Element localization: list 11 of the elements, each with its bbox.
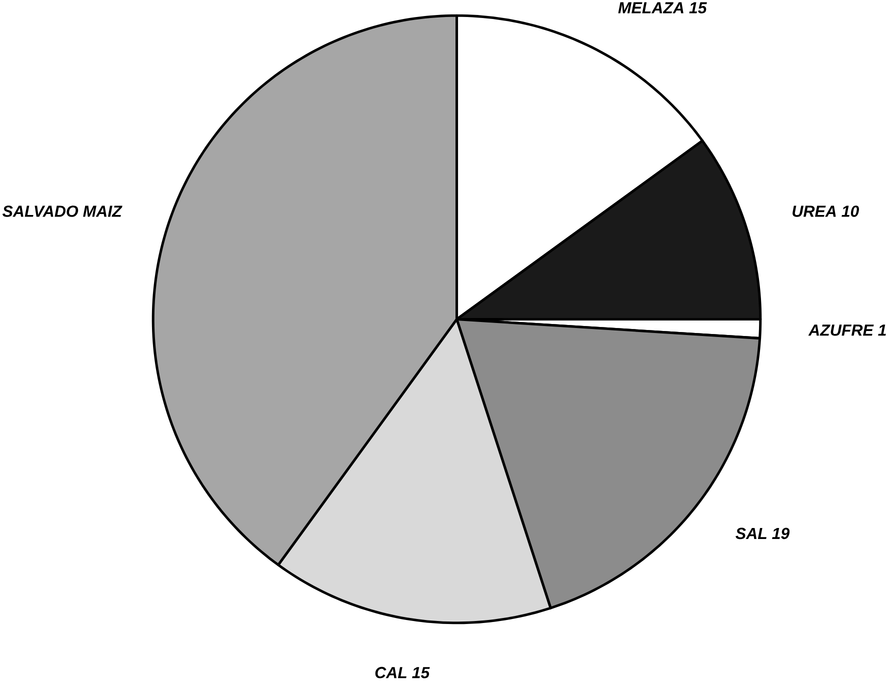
slice-label: SALVADO MAIZ (2, 206, 122, 218)
data-label: 15 (689, 2, 707, 14)
data-label: 15 (412, 667, 430, 678)
slice-label: MELAZA (618, 2, 684, 14)
data-label: 1 (878, 324, 886, 336)
slice-label: UREA (792, 206, 836, 218)
slice-label: SAL (736, 528, 766, 540)
slice-label: AZUFRE (808, 324, 874, 336)
data-label: 10 (842, 206, 859, 218)
data-label: 19 (772, 528, 790, 540)
slice-label: CAL (375, 667, 406, 678)
